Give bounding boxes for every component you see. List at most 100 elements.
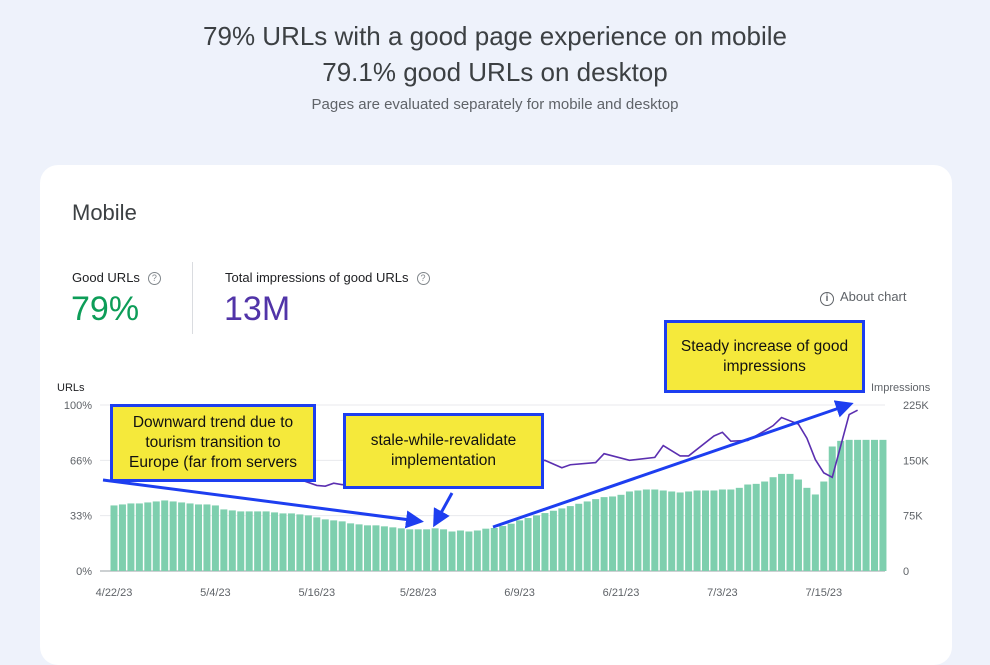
bar (246, 511, 253, 571)
bar (550, 511, 557, 571)
bar (491, 528, 498, 571)
bar (457, 530, 464, 571)
bar (744, 485, 751, 571)
bar (203, 504, 210, 571)
bar (153, 501, 160, 571)
bar (499, 526, 506, 571)
bar (575, 504, 582, 571)
bar (347, 523, 354, 571)
bar (584, 501, 591, 571)
bar (837, 441, 844, 571)
bar (601, 497, 608, 571)
bar (339, 521, 346, 571)
x-tick-label: 5/28/23 (400, 587, 437, 599)
bar (356, 524, 363, 571)
bar (634, 490, 641, 571)
bar (144, 502, 151, 571)
bar (727, 489, 734, 571)
bar (364, 525, 371, 571)
bar (863, 440, 870, 571)
x-tick-label: 6/21/23 (603, 587, 640, 599)
bar (618, 495, 625, 571)
bar (440, 529, 447, 571)
left-tick-label: 100% (64, 400, 92, 412)
bar (406, 529, 413, 571)
bar (643, 489, 650, 571)
bar (879, 440, 886, 571)
bar (567, 506, 574, 571)
bar (651, 489, 658, 571)
right-tick-label: 75K (903, 511, 923, 523)
right-tick-label: 150K (903, 455, 929, 467)
bar (170, 501, 177, 571)
bar (592, 499, 599, 571)
right-tick-label: 0 (903, 566, 909, 578)
annotation-steady-increase: Steady increase of good impressions (664, 320, 865, 393)
bar (187, 503, 194, 571)
bar (854, 440, 861, 571)
bar (803, 488, 810, 571)
right-tick-label: 225K (903, 400, 929, 412)
bar (719, 489, 726, 571)
x-tick-label: 5/4/23 (200, 587, 231, 599)
bar (280, 513, 287, 571)
x-tick-label: 7/3/23 (707, 587, 738, 599)
bar (313, 517, 320, 571)
bar (694, 490, 701, 571)
bar (482, 529, 489, 571)
bar (127, 503, 134, 571)
bar (212, 505, 219, 571)
bar (668, 491, 675, 571)
x-tick-label: 7/15/23 (805, 587, 842, 599)
bar (516, 520, 523, 571)
bar (820, 482, 827, 571)
bar (677, 492, 684, 571)
bar (474, 530, 481, 571)
bar (525, 518, 532, 571)
right-axis-label: Impressions (871, 382, 931, 394)
bar (465, 531, 472, 571)
bar (541, 513, 548, 571)
bar (330, 520, 337, 571)
bar (609, 496, 616, 571)
bar (795, 480, 802, 571)
bar (195, 504, 202, 571)
bar (415, 529, 422, 571)
bar (710, 490, 717, 571)
bar (136, 503, 143, 571)
bar (626, 491, 633, 571)
bar (449, 531, 456, 571)
bar (432, 528, 439, 571)
bar (372, 525, 379, 571)
bar (812, 494, 819, 571)
bar (761, 482, 768, 571)
left-tick-label: 33% (70, 511, 92, 523)
bar (660, 490, 667, 571)
bar (770, 477, 777, 571)
bar (237, 511, 244, 571)
bar (778, 474, 785, 571)
bar (322, 519, 329, 571)
left-tick-label: 66% (70, 455, 92, 467)
bar (263, 511, 270, 571)
bar (254, 511, 261, 571)
bar (389, 527, 396, 571)
left-tick-label: 0% (76, 566, 92, 578)
x-tick-label: 6/9/23 (504, 587, 535, 599)
bar (685, 491, 692, 571)
x-tick-label: 5/16/23 (298, 587, 335, 599)
bar (533, 515, 540, 571)
bar (288, 513, 295, 571)
bar (111, 505, 118, 571)
bar (161, 500, 168, 571)
bar (296, 514, 303, 571)
bar (229, 510, 236, 571)
bar (220, 509, 227, 571)
x-tick-label: 4/22/23 (96, 587, 133, 599)
bar (119, 504, 126, 571)
bar (381, 526, 388, 571)
bar (702, 490, 709, 571)
bar (423, 529, 430, 571)
bar (871, 440, 878, 571)
bar (558, 508, 565, 571)
